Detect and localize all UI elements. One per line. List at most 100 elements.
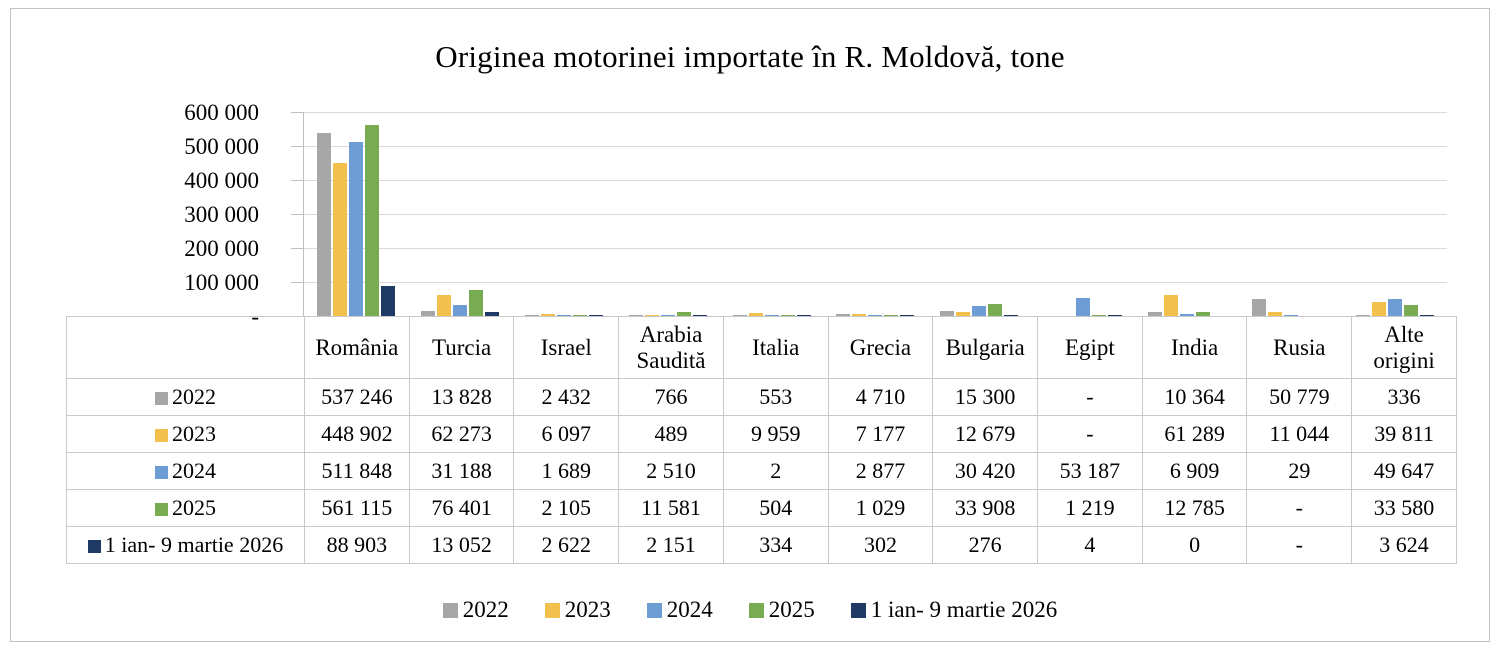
y-axis-tick	[291, 180, 303, 181]
value-cell: 561 115	[304, 489, 410, 527]
value-cell: 11 581	[618, 489, 724, 527]
y-axis-tick	[291, 214, 303, 215]
value-cell: 30 420	[932, 452, 1039, 490]
bar	[972, 305, 987, 316]
series-swatch	[155, 466, 168, 479]
chart-title: Originea motorinei importate în R. Moldo…	[435, 39, 1065, 74]
y-axis-tick	[291, 248, 303, 249]
legend-item: 1 ian- 9 martie 2026	[850, 597, 1058, 623]
value-cell: 12 679	[932, 415, 1039, 453]
bar-group-10	[1343, 112, 1447, 316]
bar	[1004, 315, 1019, 316]
value-cell: 766	[618, 378, 724, 416]
legend-swatch	[544, 602, 560, 618]
legend-swatch	[748, 602, 764, 618]
bar	[1196, 311, 1211, 316]
column-header: India	[1141, 316, 1248, 379]
column-header: Bulgaria	[932, 316, 1039, 379]
bar	[1420, 314, 1435, 316]
value-cell: 61 289	[1141, 415, 1248, 453]
bar-group-9	[1239, 112, 1343, 316]
column-header: Rusia	[1246, 316, 1353, 379]
legend-label: 1 ian- 9 martie 2026	[870, 597, 1058, 622]
data-table: România Turcia Israel Arabia Saudită Italia G…	[66, 316, 1457, 564]
y-axis-tick-marks	[291, 112, 303, 318]
bar	[316, 133, 331, 316]
bar	[660, 315, 675, 316]
table-row: 1 ian- 9 martie 2026 88 903 13 052 2 622 2 1…	[66, 526, 1457, 564]
bar	[940, 310, 955, 316]
y-axis-tick	[291, 112, 303, 113]
legend-item: 2024	[646, 597, 713, 623]
value-cell: 489	[618, 415, 724, 453]
value-cell: -	[1246, 526, 1353, 564]
table-row: 2023 448 902 62 273 6 097 489 9 959 7 177 12 67…	[66, 415, 1457, 453]
column-header: Alte origini	[1351, 316, 1457, 379]
y-axis-tick	[291, 282, 303, 283]
y-axis-label: 400 000	[184, 168, 259, 193]
gridline	[304, 214, 1447, 215]
value-cell: 1 029	[827, 489, 934, 527]
column-header: Italia	[722, 316, 829, 379]
bar	[852, 313, 867, 316]
value-cell: 39 811	[1351, 415, 1457, 453]
y-axis: 600 000 500 000 400 000 300 000 200 000 100 0…	[11, 101, 259, 328]
value-cell: 50 779	[1246, 378, 1353, 416]
bar	[692, 315, 707, 316]
row-label: 2022	[66, 378, 305, 416]
column-header: Israel	[513, 316, 620, 379]
value-cell: 6 097	[513, 415, 620, 453]
value-cell: 31 188	[408, 452, 515, 490]
value-cell: 88 903	[304, 526, 410, 564]
value-cell: 9 959	[722, 415, 829, 453]
value-cell: 1 219	[1037, 489, 1143, 527]
column-header: Grecia	[827, 316, 934, 379]
row-label: 1 ian- 9 martie 2026	[66, 526, 305, 564]
series-swatch	[155, 392, 168, 405]
bar	[1076, 297, 1091, 316]
value-cell: 3 624	[1351, 526, 1457, 564]
series-swatch	[87, 540, 101, 553]
value-cell: 1 689	[513, 452, 620, 490]
bar	[780, 315, 795, 316]
legend-label: 2022	[462, 597, 509, 622]
y-axis-label: 100 000	[184, 270, 259, 295]
bar	[1108, 315, 1123, 316]
bar	[900, 315, 915, 316]
table-row: 2024 511 848 31 188 1 689 2 510 2 2 877 30 420 5…	[66, 452, 1457, 490]
value-cell: 0	[1141, 526, 1248, 564]
bar	[1372, 302, 1387, 316]
bar-group-0	[304, 112, 408, 316]
column-header: România	[304, 316, 410, 379]
row-label: 2025	[66, 489, 305, 527]
value-cell: 12 785	[1141, 489, 1248, 527]
gridline	[304, 146, 1447, 147]
value-cell: 511 848	[304, 452, 410, 490]
value-cell: 448 902	[304, 415, 410, 453]
value-cell: 7 177	[827, 415, 934, 453]
bar	[1180, 313, 1195, 316]
value-cell: 2 105	[513, 489, 620, 527]
legend-swatch	[850, 602, 866, 618]
chart-frame: Originea motorinei importate în R. Moldo…	[10, 8, 1490, 642]
bar	[380, 285, 395, 316]
bar	[452, 305, 467, 316]
legend-item: 2022	[442, 597, 509, 623]
bar	[572, 315, 587, 316]
value-cell: 10 364	[1141, 378, 1248, 416]
bar-group-4	[720, 112, 824, 316]
bar	[748, 312, 763, 316]
gridline	[304, 248, 1447, 249]
bar-group-1	[408, 112, 512, 316]
table-row: 2022 537 246 13 828 2 432 766 553 4 710 15 300-…	[66, 378, 1457, 416]
bar-group-7	[1031, 112, 1135, 316]
bar	[956, 311, 971, 316]
legend-item: 2023	[544, 597, 611, 623]
value-cell: 53 187	[1037, 452, 1143, 490]
value-cell: 33 908	[932, 489, 1039, 527]
bar	[540, 313, 555, 316]
y-axis-tick	[291, 146, 303, 147]
bar	[1252, 298, 1267, 316]
value-cell: 62 273	[408, 415, 515, 453]
bar	[988, 304, 1003, 316]
